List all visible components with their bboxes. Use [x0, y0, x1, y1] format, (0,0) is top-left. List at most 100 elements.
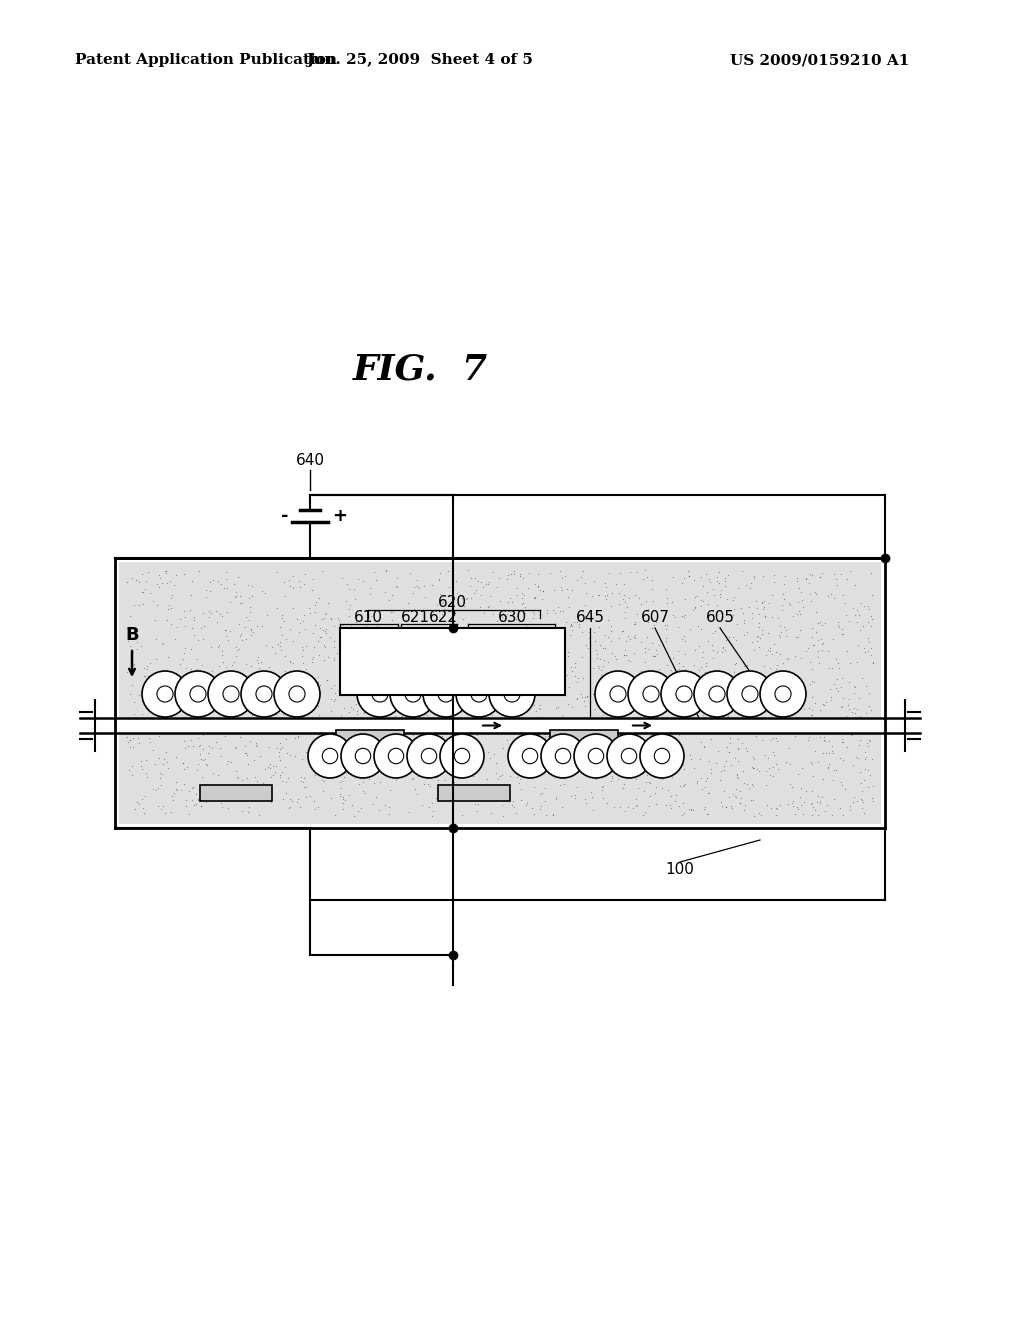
Point: [159, 751, 175, 772]
Point: [311, 644, 328, 665]
Point: [663, 785, 679, 807]
Point: [687, 639, 703, 660]
Point: [751, 616, 767, 638]
Circle shape: [208, 671, 254, 717]
Point: [532, 656, 549, 677]
Point: [778, 693, 795, 714]
Point: [347, 589, 364, 610]
Point: [142, 652, 159, 673]
Point: [828, 669, 845, 690]
Point: [474, 640, 490, 661]
Point: [447, 789, 464, 810]
Point: [671, 652, 687, 673]
Point: [645, 746, 662, 767]
Point: [776, 589, 793, 610]
Point: [677, 719, 693, 741]
Point: [794, 758, 810, 779]
Point: [788, 570, 805, 591]
Point: [777, 626, 794, 647]
Point: [471, 652, 487, 673]
Point: [749, 591, 765, 612]
Point: [597, 733, 613, 754]
Point: [304, 647, 321, 668]
Point: [566, 611, 583, 632]
Point: [300, 598, 316, 619]
Point: [402, 665, 419, 686]
Point: [804, 804, 820, 825]
Point: [276, 572, 293, 593]
Circle shape: [522, 748, 538, 764]
Point: [710, 682, 726, 704]
Point: [435, 689, 452, 710]
Point: [675, 754, 691, 775]
Point: [752, 760, 768, 781]
Point: [834, 623, 850, 644]
Point: [516, 644, 532, 665]
Point: [323, 788, 339, 809]
Point: [435, 668, 452, 689]
Text: B: B: [125, 626, 139, 644]
Point: [763, 730, 779, 751]
Point: [538, 734, 554, 755]
Point: [164, 585, 180, 606]
Point: [402, 562, 419, 583]
Point: [579, 582, 595, 603]
Point: [658, 593, 675, 614]
Point: [248, 735, 264, 756]
Point: [774, 599, 791, 620]
Point: [289, 791, 305, 812]
Point: [547, 603, 563, 624]
Circle shape: [357, 671, 403, 717]
Point: [585, 708, 601, 729]
Point: [777, 685, 794, 706]
Point: [244, 585, 260, 606]
Point: [465, 766, 481, 787]
Point: [616, 574, 633, 595]
Point: [593, 665, 609, 686]
Point: [367, 760, 383, 781]
Point: [590, 708, 606, 729]
Point: [639, 673, 655, 694]
Point: [771, 661, 787, 682]
Point: [825, 759, 842, 780]
Point: [369, 741, 385, 762]
Point: [620, 796, 636, 817]
Point: [183, 729, 200, 750]
Point: [703, 722, 720, 743]
Point: [460, 787, 476, 808]
Point: [578, 793, 594, 814]
Point: [321, 647, 337, 668]
Point: [601, 747, 617, 768]
Point: [153, 688, 169, 709]
Point: [613, 741, 630, 762]
Point: [451, 675, 467, 696]
Point: [691, 636, 708, 657]
Point: [639, 764, 655, 785]
Point: [245, 690, 261, 711]
Point: [856, 803, 872, 824]
Point: [146, 754, 163, 775]
Point: [745, 758, 762, 779]
Point: [125, 594, 141, 615]
Point: [370, 739, 386, 760]
Point: [722, 667, 738, 688]
Point: [189, 754, 206, 775]
Point: [298, 787, 314, 808]
Point: [474, 664, 490, 685]
Point: [326, 636, 342, 657]
Point: [176, 758, 193, 779]
Point: [768, 642, 784, 663]
Point: [503, 673, 519, 694]
Point: [130, 733, 146, 754]
Point: [798, 640, 814, 661]
Point: [356, 783, 373, 804]
Point: [377, 727, 393, 748]
Point: [425, 713, 441, 734]
Point: [775, 616, 792, 638]
Point: [510, 681, 526, 702]
Point: [780, 593, 797, 614]
Point: [570, 616, 587, 638]
Point: [279, 742, 295, 763]
Point: [559, 587, 575, 609]
Point: [408, 619, 424, 640]
